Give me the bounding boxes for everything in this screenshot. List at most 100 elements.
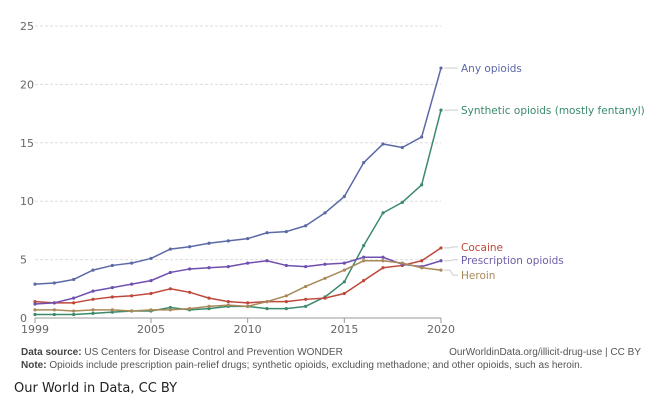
data-point-any-opioids[interactable] bbox=[246, 236, 250, 241]
data-point-synthetic-opioids-mostly-fentanyl[interactable] bbox=[284, 307, 288, 311]
data-point-synthetic-opioids-mostly-fentanyl[interactable] bbox=[91, 311, 95, 315]
data-point-prescription-opioids[interactable] bbox=[130, 282, 134, 286]
data-point-cocaine[interactable] bbox=[168, 287, 172, 291]
data-point-any-opioids[interactable] bbox=[110, 263, 114, 268]
data-point-heroin[interactable] bbox=[226, 303, 230, 307]
data-point-heroin[interactable] bbox=[52, 308, 56, 312]
data-point-synthetic-opioids-mostly-fentanyl[interactable] bbox=[342, 280, 346, 284]
data-point-any-opioids[interactable] bbox=[188, 245, 192, 249]
data-point-cocaine[interactable] bbox=[91, 297, 95, 301]
series-label-any-opioids[interactable]: Any opioids bbox=[461, 63, 522, 75]
data-point-any-opioids[interactable] bbox=[72, 277, 76, 282]
series-line-prescription-opioids[interactable] bbox=[34, 256, 442, 305]
data-point-synthetic-opioids-mostly-fentanyl[interactable] bbox=[362, 243, 366, 248]
data-point-prescription-opioids[interactable] bbox=[33, 302, 37, 306]
data-point-prescription-opioids[interactable] bbox=[207, 266, 211, 270]
series-label-prescription-opioids[interactable]: Prescription opioids bbox=[461, 255, 564, 267]
data-point-heroin[interactable] bbox=[149, 308, 153, 312]
data-point-cocaine[interactable] bbox=[246, 301, 250, 305]
data-point-synthetic-opioids-mostly-fentanyl[interactable] bbox=[381, 211, 385, 215]
data-point-prescription-opioids[interactable] bbox=[381, 255, 385, 259]
data-point-cocaine[interactable] bbox=[226, 300, 230, 304]
data-point-cocaine[interactable] bbox=[420, 259, 424, 263]
data-point-cocaine[interactable] bbox=[304, 297, 308, 301]
data-point-any-opioids[interactable] bbox=[52, 281, 56, 285]
data-point-prescription-opioids[interactable] bbox=[304, 265, 308, 269]
data-point-synthetic-opioids-mostly-fentanyl[interactable] bbox=[207, 307, 211, 311]
data-point-heroin[interactable] bbox=[91, 308, 95, 312]
data-point-heroin[interactable] bbox=[168, 308, 172, 312]
data-point-synthetic-opioids-mostly-fentanyl[interactable] bbox=[52, 312, 56, 317]
data-point-prescription-opioids[interactable] bbox=[149, 279, 153, 283]
series-line-any-opioids[interactable] bbox=[34, 67, 442, 285]
data-point-any-opioids[interactable] bbox=[342, 194, 346, 199]
data-point-heroin[interactable] bbox=[130, 309, 134, 313]
data-point-any-opioids[interactable] bbox=[265, 231, 269, 235]
data-point-cocaine[interactable] bbox=[342, 291, 346, 296]
data-point-prescription-opioids[interactable] bbox=[284, 263, 288, 268]
data-point-heroin[interactable] bbox=[33, 308, 37, 312]
data-point-synthetic-opioids-mostly-fentanyl[interactable] bbox=[168, 305, 172, 310]
data-point-prescription-opioids[interactable] bbox=[246, 261, 250, 265]
data-point-prescription-opioids[interactable] bbox=[362, 255, 366, 259]
data-point-prescription-opioids[interactable] bbox=[72, 296, 76, 300]
data-point-prescription-opioids[interactable] bbox=[265, 259, 269, 263]
data-point-cocaine[interactable] bbox=[362, 279, 366, 283]
data-point-prescription-opioids[interactable] bbox=[91, 289, 95, 293]
data-point-any-opioids[interactable] bbox=[168, 247, 172, 251]
data-point-any-opioids[interactable] bbox=[323, 211, 327, 215]
series-line-heroin[interactable] bbox=[35, 260, 442, 312]
data-point-any-opioids[interactable] bbox=[91, 268, 95, 272]
data-point-cocaine[interactable] bbox=[207, 296, 211, 300]
data-point-any-opioids[interactable] bbox=[33, 282, 37, 286]
data-point-cocaine[interactable] bbox=[188, 290, 192, 294]
data-point-synthetic-opioids-mostly-fentanyl[interactable] bbox=[110, 310, 114, 314]
data-point-synthetic-opioids-mostly-fentanyl[interactable] bbox=[400, 200, 404, 204]
data-point-heroin[interactable] bbox=[304, 284, 308, 289]
data-point-cocaine[interactable] bbox=[439, 246, 443, 250]
data-point-any-opioids[interactable] bbox=[362, 161, 366, 165]
data-point-cocaine[interactable] bbox=[323, 296, 327, 300]
series-line-synthetic-opioids-mostly-fentanyl[interactable] bbox=[35, 109, 442, 316]
data-point-any-opioids[interactable] bbox=[381, 142, 385, 146]
data-point-synthetic-opioids-mostly-fentanyl[interactable] bbox=[304, 304, 308, 308]
data-point-any-opioids[interactable] bbox=[284, 229, 288, 234]
data-point-prescription-opioids[interactable] bbox=[110, 286, 114, 290]
data-point-cocaine[interactable] bbox=[284, 300, 288, 304]
data-point-heroin[interactable] bbox=[362, 259, 366, 263]
series-label-cocaine[interactable]: Cocaine bbox=[461, 242, 503, 254]
series-label-synthetic-opioids-mostly-fentanyl[interactable]: Synthetic opioids (mostly fentanyl) bbox=[461, 105, 645, 117]
data-point-any-opioids[interactable] bbox=[439, 66, 443, 70]
data-point-cocaine[interactable] bbox=[381, 266, 385, 270]
data-point-synthetic-opioids-mostly-fentanyl[interactable] bbox=[72, 312, 76, 317]
data-point-heroin[interactable] bbox=[439, 268, 443, 272]
data-point-cocaine[interactable] bbox=[33, 300, 37, 304]
data-point-heroin[interactable] bbox=[342, 268, 346, 272]
data-point-any-opioids[interactable] bbox=[420, 135, 424, 139]
data-point-prescription-opioids[interactable] bbox=[439, 259, 443, 263]
data-point-prescription-opioids[interactable] bbox=[188, 267, 192, 271]
data-point-heroin[interactable] bbox=[400, 261, 404, 265]
data-point-heroin[interactable] bbox=[381, 259, 385, 263]
data-point-heroin[interactable] bbox=[420, 266, 424, 270]
data-point-cocaine[interactable] bbox=[72, 301, 76, 305]
data-point-heroin[interactable] bbox=[265, 300, 269, 304]
data-point-heroin[interactable] bbox=[110, 308, 114, 312]
data-point-synthetic-opioids-mostly-fentanyl[interactable] bbox=[33, 312, 37, 317]
data-point-cocaine[interactable] bbox=[110, 295, 114, 299]
data-point-synthetic-opioids-mostly-fentanyl[interactable] bbox=[420, 183, 424, 187]
data-point-heroin[interactable] bbox=[207, 304, 211, 308]
data-point-heroin[interactable] bbox=[246, 304, 250, 308]
data-point-any-opioids[interactable] bbox=[304, 224, 308, 228]
data-point-cocaine[interactable] bbox=[130, 294, 134, 298]
data-point-heroin[interactable] bbox=[284, 294, 288, 298]
series-line-cocaine[interactable] bbox=[34, 247, 442, 304]
data-point-any-opioids[interactable] bbox=[400, 145, 404, 150]
data-point-prescription-opioids[interactable] bbox=[323, 262, 327, 266]
data-point-any-opioids[interactable] bbox=[207, 241, 211, 245]
data-point-synthetic-opioids-mostly-fentanyl[interactable] bbox=[265, 307, 269, 311]
source-url[interactable]: OurWorldinData.org/illicit-drug-use | CC… bbox=[449, 347, 641, 358]
data-point-heroin[interactable] bbox=[188, 307, 192, 311]
series-label-heroin[interactable]: Heroin bbox=[461, 270, 495, 282]
data-point-cocaine[interactable] bbox=[149, 291, 153, 296]
